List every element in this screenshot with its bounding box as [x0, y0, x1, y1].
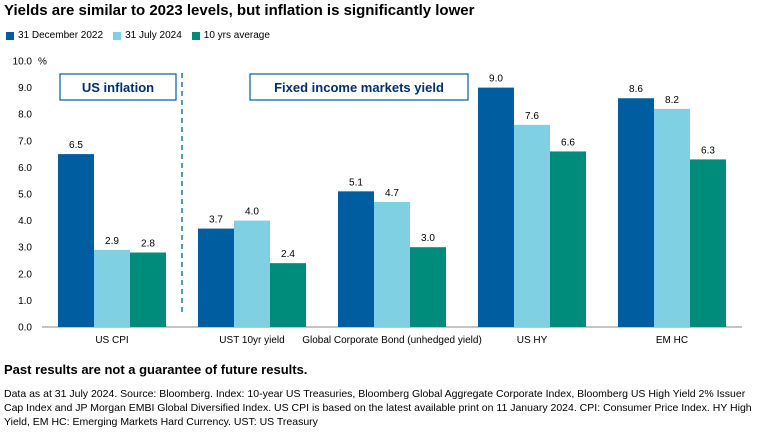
y-tick-label: 8.0	[18, 110, 32, 121]
y-tick-label: 1.0	[18, 296, 32, 307]
data-label: 4.0	[245, 207, 259, 218]
bar	[94, 249, 130, 327]
y-tick-label: 5.0	[18, 190, 32, 201]
chart-legend: 31 December 2022 31 July 2024 10 yrs ave…	[6, 30, 270, 41]
data-label: 6.6	[561, 137, 575, 148]
data-label: 3.7	[209, 215, 223, 226]
category-label: EM HC	[656, 335, 688, 346]
footnote: Data as at 31 July 2024. Source: Bloombe…	[4, 388, 752, 428]
data-label: 8.6	[629, 84, 643, 95]
data-label: 7.6	[525, 111, 539, 122]
data-label: 3.0	[421, 233, 435, 244]
data-label: 2.4	[281, 249, 295, 260]
y-tick-label: 3.0	[18, 243, 32, 254]
annotation-label: US inflation	[82, 80, 154, 95]
bar	[374, 201, 410, 327]
legend-swatch-avg10	[191, 31, 200, 40]
chart-title: Yields are similar to 2023 levels, but i…	[4, 2, 475, 19]
y-unit-label: %	[38, 57, 47, 68]
bar	[338, 191, 374, 327]
category-label: UST 10yr yield	[219, 335, 284, 346]
data-label: 4.7	[385, 188, 399, 199]
category-label: Global Corporate Bond (unhedged yield)	[302, 335, 482, 346]
data-label: 9.0	[489, 74, 503, 85]
data-label: 6.5	[69, 140, 83, 151]
y-tick-label: 6.0	[18, 163, 32, 174]
legend-item-dec2022: 31 December 2022	[6, 30, 103, 41]
bar	[198, 228, 234, 327]
y-tick-label: 10.0	[13, 57, 33, 68]
data-label: 5.1	[349, 177, 363, 188]
bar-chart: 0.0 1.0 2.0 3.0 4.0 5.0 6.0 7.0 8.0 9.0 10.0 % 6.5 2.…	[13, 57, 742, 346]
data-label: 6.3	[701, 145, 715, 156]
annotation-label: Fixed income markets yield	[274, 80, 444, 95]
bar	[514, 124, 550, 327]
category-label: US CPI	[95, 335, 128, 346]
bar	[270, 263, 306, 327]
y-tick-label: 4.0	[18, 216, 32, 227]
bar	[130, 252, 166, 327]
legend-label-dec2022: 31 December 2022	[18, 30, 104, 41]
annotation-box	[249, 73, 469, 101]
bar	[58, 154, 94, 327]
category-label: US HY	[517, 335, 548, 346]
y-tick-label: 0.0	[18, 323, 32, 334]
legend-label-avg10: 10 yrs average	[203, 30, 270, 41]
y-tick-label: 7.0	[18, 136, 32, 147]
bar	[234, 220, 270, 327]
data-label: 2.8	[141, 239, 155, 250]
legend-item-jul2024: 31 July 2024	[113, 30, 182, 41]
data-label: 8.2	[665, 95, 679, 106]
y-tick-label: 9.0	[18, 83, 32, 94]
legend-swatch-jul2024	[113, 31, 122, 40]
bar	[690, 159, 726, 327]
legend-label-jul2024: 31 July 2024	[125, 30, 182, 41]
disclaimer: Past results are not a guarantee of futu…	[4, 362, 308, 377]
bar	[618, 98, 654, 328]
bar	[654, 108, 690, 327]
annotation-box	[59, 73, 177, 101]
data-label: 2.9	[105, 236, 119, 247]
bar	[550, 151, 586, 327]
legend-swatch-dec2022	[6, 31, 14, 40]
bar	[478, 87, 514, 327]
bar	[410, 247, 446, 327]
y-tick-label: 2.0	[18, 269, 32, 280]
legend-item-avg10: 10 yrs average	[191, 30, 270, 41]
